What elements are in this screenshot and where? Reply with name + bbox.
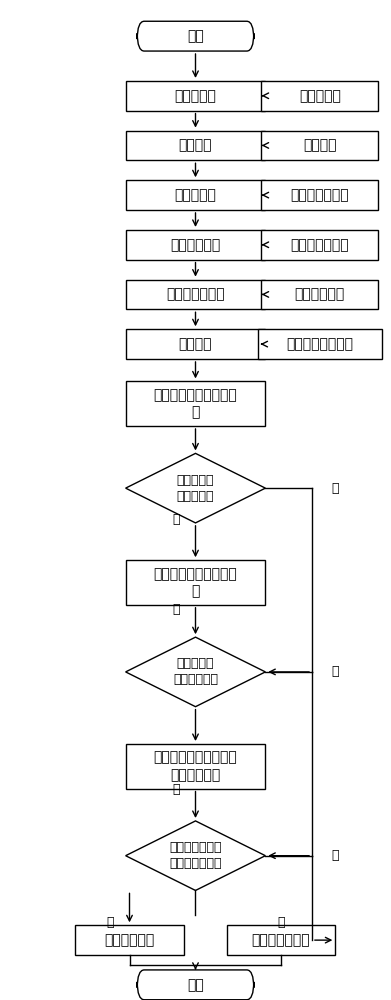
FancyBboxPatch shape	[126, 744, 265, 789]
FancyBboxPatch shape	[262, 180, 378, 210]
Text: 计算临界冲突距离与当
前两车辆距离: 计算临界冲突距离与当 前两车辆距离	[154, 751, 237, 782]
FancyBboxPatch shape	[137, 21, 254, 51]
Text: 图像滤波: 图像滤波	[179, 138, 212, 152]
FancyBboxPatch shape	[258, 329, 382, 359]
Polygon shape	[126, 637, 265, 707]
Text: 否: 否	[332, 849, 339, 862]
Text: 开始: 开始	[187, 29, 204, 43]
FancyBboxPatch shape	[126, 381, 265, 426]
Text: 车辆跟踪: 车辆跟踪	[179, 337, 212, 351]
Polygon shape	[126, 453, 265, 523]
FancyBboxPatch shape	[126, 180, 265, 210]
Text: 是: 是	[172, 783, 180, 796]
Text: 是: 是	[172, 603, 180, 616]
FancyBboxPatch shape	[226, 925, 335, 955]
Text: 加权平均法: 加权平均法	[299, 89, 341, 103]
FancyBboxPatch shape	[126, 131, 265, 160]
FancyBboxPatch shape	[75, 925, 184, 955]
Text: 最大类间方差法: 最大类间方差法	[291, 188, 349, 202]
Text: 判断车辆是
否距离接近: 判断车辆是 否距离接近	[177, 474, 214, 503]
Text: 结束: 结束	[187, 978, 204, 992]
FancyBboxPatch shape	[262, 81, 378, 111]
Polygon shape	[126, 821, 265, 890]
Text: 形态学滤波处理: 形态学滤波处理	[166, 287, 225, 301]
Text: 构建视频背景: 构建视频背景	[170, 238, 221, 252]
Text: 图像二值化: 图像二值化	[174, 188, 217, 202]
Text: 车辆发生冲突: 车辆发生冲突	[104, 933, 154, 947]
FancyBboxPatch shape	[126, 329, 265, 359]
Text: 否: 否	[277, 916, 285, 929]
Text: 混合高斯模型法: 混合高斯模型法	[291, 238, 349, 252]
Text: 当前距离是否小
于临界冲突距离: 当前距离是否小 于临界冲突距离	[169, 841, 222, 870]
FancyBboxPatch shape	[126, 280, 265, 309]
Text: 否: 否	[332, 482, 339, 495]
Text: 是: 是	[106, 916, 114, 929]
Text: 否: 否	[332, 665, 339, 678]
Text: 图像灰度化: 图像灰度化	[174, 89, 217, 103]
FancyBboxPatch shape	[126, 230, 265, 260]
FancyBboxPatch shape	[126, 560, 265, 605]
FancyBboxPatch shape	[137, 970, 254, 1000]
FancyBboxPatch shape	[262, 230, 378, 260]
Text: 预测计算车辆间最短距
离: 预测计算车辆间最短距 离	[154, 567, 237, 598]
FancyBboxPatch shape	[126, 81, 265, 111]
FancyBboxPatch shape	[262, 131, 378, 160]
Text: 获取交通流轨迹速度参
数: 获取交通流轨迹速度参 数	[154, 388, 237, 419]
Text: 车辆未发生冲突: 车辆未发生冲突	[251, 933, 310, 947]
Text: 先膨胀后腐蚀: 先膨胀后腐蚀	[294, 287, 345, 301]
FancyBboxPatch shape	[262, 280, 378, 309]
Text: 中值滤波: 中值滤波	[303, 138, 337, 152]
Text: 判断车辆是
否有冲突可能: 判断车辆是 否有冲突可能	[173, 657, 218, 686]
Text: 是: 是	[172, 513, 180, 526]
Text: 扩展卡尔曼滤波法: 扩展卡尔曼滤波法	[286, 337, 353, 351]
